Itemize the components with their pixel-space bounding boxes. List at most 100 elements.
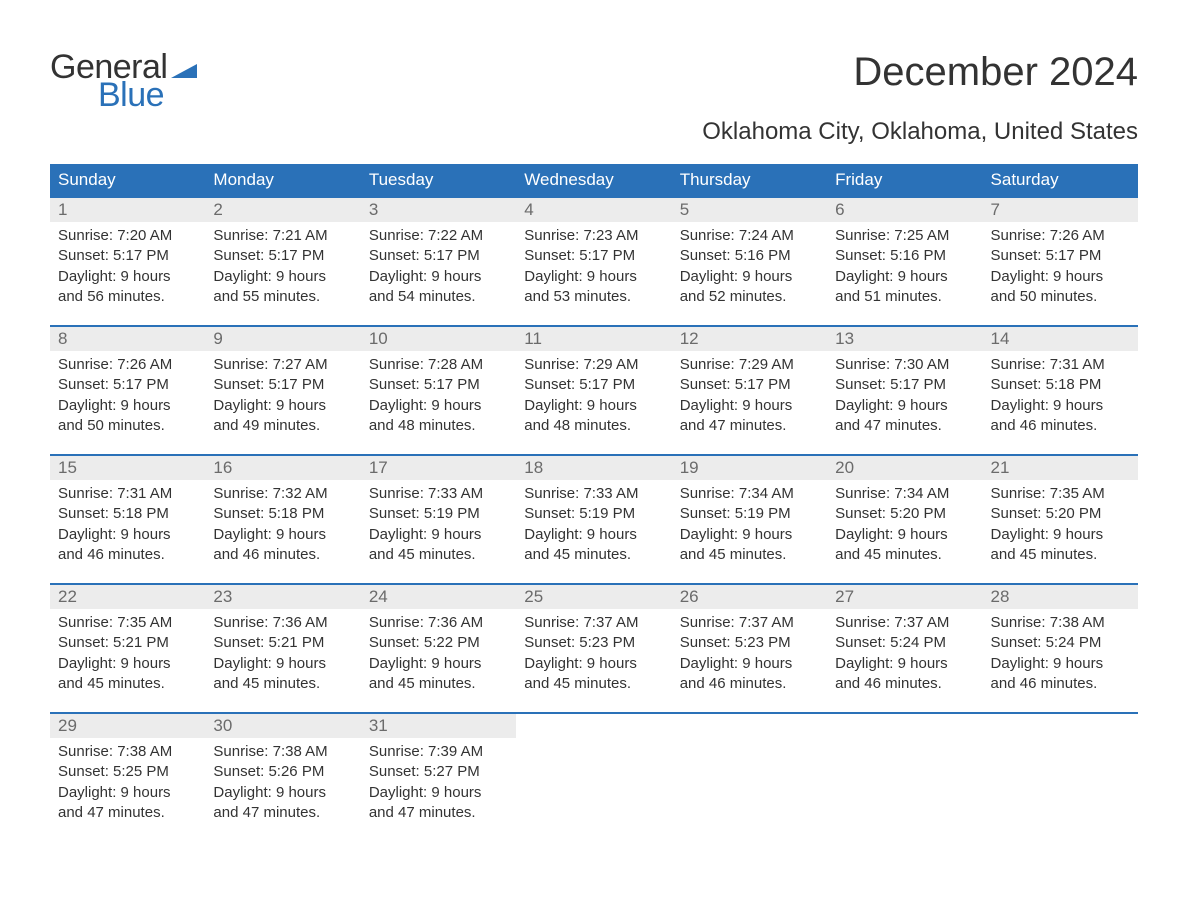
sunset-line: Sunset: 5:17 PM (369, 375, 510, 395)
sunset-line: Sunset: 5:18 PM (213, 504, 354, 524)
sunset-line: Sunset: 5:17 PM (524, 246, 665, 266)
daylight-line-2: and 46 minutes. (680, 674, 821, 694)
sunrise-line: Sunrise: 7:38 AM (991, 613, 1132, 633)
day-number: 29 (50, 714, 205, 738)
daylight-line-1: Daylight: 9 hours (58, 396, 199, 416)
sunrise-line: Sunrise: 7:37 AM (680, 613, 821, 633)
day-details: Sunrise: 7:37 AMSunset: 5:23 PMDaylight:… (672, 609, 827, 698)
daylight-line-1: Daylight: 9 hours (213, 396, 354, 416)
day-details: Sunrise: 7:21 AMSunset: 5:17 PMDaylight:… (205, 222, 360, 311)
day-details: Sunrise: 7:30 AMSunset: 5:17 PMDaylight:… (827, 351, 982, 440)
calendar-day: 10Sunrise: 7:28 AMSunset: 5:17 PMDayligh… (361, 327, 516, 440)
day-number: 10 (361, 327, 516, 351)
day-number: 15 (50, 456, 205, 480)
day-details: Sunrise: 7:34 AMSunset: 5:19 PMDaylight:… (672, 480, 827, 569)
calendar-day: 24Sunrise: 7:36 AMSunset: 5:22 PMDayligh… (361, 585, 516, 698)
calendar-day: 2Sunrise: 7:21 AMSunset: 5:17 PMDaylight… (205, 198, 360, 311)
daylight-line-2: and 52 minutes. (680, 287, 821, 307)
daylight-line-1: Daylight: 9 hours (991, 267, 1132, 287)
daylight-line-1: Daylight: 9 hours (680, 267, 821, 287)
day-number: 11 (516, 327, 671, 351)
daylight-line-2: and 53 minutes. (524, 287, 665, 307)
daylight-line-1: Daylight: 9 hours (991, 654, 1132, 674)
day-number: 13 (827, 327, 982, 351)
daylight-line-2: and 49 minutes. (213, 416, 354, 436)
daylight-line-1: Daylight: 9 hours (524, 396, 665, 416)
daylight-line-2: and 54 minutes. (369, 287, 510, 307)
day-number: 30 (205, 714, 360, 738)
daylight-line-2: and 45 minutes. (58, 674, 199, 694)
daylight-line-2: and 45 minutes. (991, 545, 1132, 565)
calendar-day: 15Sunrise: 7:31 AMSunset: 5:18 PMDayligh… (50, 456, 205, 569)
day-number: 20 (827, 456, 982, 480)
daylight-line-2: and 50 minutes. (991, 287, 1132, 307)
day-details: Sunrise: 7:38 AMSunset: 5:26 PMDaylight:… (205, 738, 360, 827)
daylight-line-2: and 48 minutes. (369, 416, 510, 436)
daylight-line-2: and 50 minutes. (58, 416, 199, 436)
sunset-line: Sunset: 5:18 PM (58, 504, 199, 524)
sunset-line: Sunset: 5:18 PM (991, 375, 1132, 395)
sunset-line: Sunset: 5:27 PM (369, 762, 510, 782)
day-details: Sunrise: 7:34 AMSunset: 5:20 PMDaylight:… (827, 480, 982, 569)
daylight-line-2: and 45 minutes. (369, 545, 510, 565)
sunrise-line: Sunrise: 7:22 AM (369, 226, 510, 246)
day-details: Sunrise: 7:38 AMSunset: 5:24 PMDaylight:… (983, 609, 1138, 698)
day-details: Sunrise: 7:33 AMSunset: 5:19 PMDaylight:… (516, 480, 671, 569)
sunrise-line: Sunrise: 7:34 AM (835, 484, 976, 504)
daylight-line-1: Daylight: 9 hours (991, 525, 1132, 545)
sunset-line: Sunset: 5:17 PM (213, 246, 354, 266)
calendar-day: 4Sunrise: 7:23 AMSunset: 5:17 PMDaylight… (516, 198, 671, 311)
week-row: 15Sunrise: 7:31 AMSunset: 5:18 PMDayligh… (50, 454, 1138, 569)
daylight-line-1: Daylight: 9 hours (524, 654, 665, 674)
day-number (827, 714, 982, 718)
day-number: 19 (672, 456, 827, 480)
daylight-line-2: and 55 minutes. (213, 287, 354, 307)
day-details: Sunrise: 7:32 AMSunset: 5:18 PMDaylight:… (205, 480, 360, 569)
sunrise-line: Sunrise: 7:29 AM (680, 355, 821, 375)
calendar-day: 22Sunrise: 7:35 AMSunset: 5:21 PMDayligh… (50, 585, 205, 698)
week-row: 22Sunrise: 7:35 AMSunset: 5:21 PMDayligh… (50, 583, 1138, 698)
weekday-wednesday: Wednesday (516, 164, 671, 196)
daylight-line-1: Daylight: 9 hours (835, 525, 976, 545)
day-number: 26 (672, 585, 827, 609)
sunset-line: Sunset: 5:16 PM (680, 246, 821, 266)
location-subtitle: Oklahoma City, Oklahoma, United States (50, 118, 1138, 146)
sunset-line: Sunset: 5:17 PM (58, 375, 199, 395)
sunset-line: Sunset: 5:21 PM (213, 633, 354, 653)
calendar-day: 8Sunrise: 7:26 AMSunset: 5:17 PMDaylight… (50, 327, 205, 440)
day-number: 7 (983, 198, 1138, 222)
sunrise-line: Sunrise: 7:31 AM (991, 355, 1132, 375)
header: General Blue December 2024 (50, 50, 1138, 112)
day-details: Sunrise: 7:25 AMSunset: 5:16 PMDaylight:… (827, 222, 982, 311)
calendar-day (983, 714, 1138, 827)
day-details: Sunrise: 7:23 AMSunset: 5:17 PMDaylight:… (516, 222, 671, 311)
day-number: 21 (983, 456, 1138, 480)
sunrise-line: Sunrise: 7:28 AM (369, 355, 510, 375)
day-number: 9 (205, 327, 360, 351)
sunrise-line: Sunrise: 7:24 AM (680, 226, 821, 246)
day-number: 5 (672, 198, 827, 222)
daylight-line-2: and 46 minutes. (835, 674, 976, 694)
daylight-line-2: and 56 minutes. (58, 287, 199, 307)
calendar: Sunday Monday Tuesday Wednesday Thursday… (50, 164, 1138, 827)
day-details: Sunrise: 7:24 AMSunset: 5:16 PMDaylight:… (672, 222, 827, 311)
calendar-day: 6Sunrise: 7:25 AMSunset: 5:16 PMDaylight… (827, 198, 982, 311)
day-details: Sunrise: 7:27 AMSunset: 5:17 PMDaylight:… (205, 351, 360, 440)
daylight-line-2: and 46 minutes. (58, 545, 199, 565)
daylight-line-1: Daylight: 9 hours (369, 783, 510, 803)
weekday-thursday: Thursday (672, 164, 827, 196)
logo: General Blue (50, 50, 197, 112)
sunrise-line: Sunrise: 7:23 AM (524, 226, 665, 246)
sunset-line: Sunset: 5:24 PM (991, 633, 1132, 653)
sunrise-line: Sunrise: 7:26 AM (991, 226, 1132, 246)
calendar-day: 27Sunrise: 7:37 AMSunset: 5:24 PMDayligh… (827, 585, 982, 698)
daylight-line-2: and 48 minutes. (524, 416, 665, 436)
daylight-line-1: Daylight: 9 hours (369, 267, 510, 287)
sunset-line: Sunset: 5:23 PM (524, 633, 665, 653)
sunset-line: Sunset: 5:16 PM (835, 246, 976, 266)
day-number: 3 (361, 198, 516, 222)
daylight-line-2: and 45 minutes. (524, 674, 665, 694)
calendar-day: 11Sunrise: 7:29 AMSunset: 5:17 PMDayligh… (516, 327, 671, 440)
daylight-line-1: Daylight: 9 hours (213, 525, 354, 545)
day-details: Sunrise: 7:31 AMSunset: 5:18 PMDaylight:… (50, 480, 205, 569)
